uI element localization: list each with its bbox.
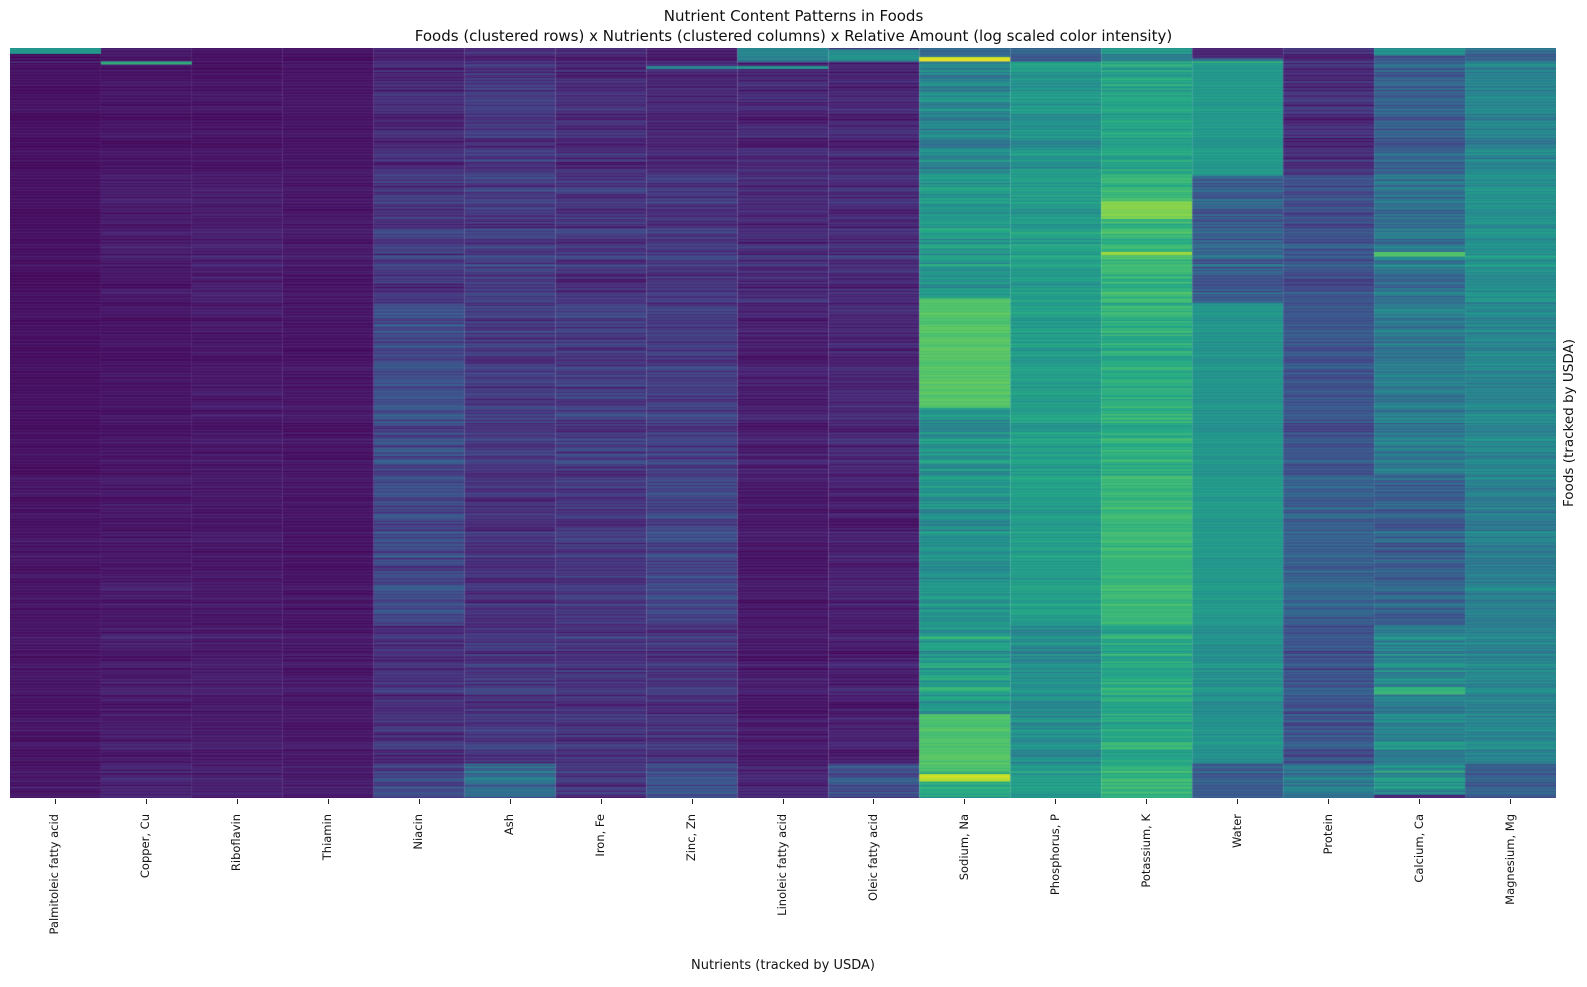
x-tick-label: Magnesium, Mg [1502, 814, 1517, 905]
x-tick-mark [1055, 799, 1057, 804]
chart-subtitle: Foods (clustered rows) x Nutrients (clus… [414, 27, 1173, 45]
x-tick-mark [782, 799, 784, 804]
x-tick-mark [145, 799, 147, 804]
x-tick-label: Niacin [411, 814, 426, 850]
y-axis-label-wrap: Foods (tracked by USDA) [1556, 48, 1582, 798]
x-tick-mark [691, 799, 693, 804]
x-tick-mark [1146, 799, 1148, 804]
x-tick-label: Riboflavin [229, 814, 244, 872]
x-tick-mark [873, 799, 875, 804]
x-tick-mark [964, 799, 966, 804]
x-tick-label: Potassium, K [1138, 814, 1153, 888]
x-tick-label: Phosphorus, P [1047, 814, 1062, 896]
x-tick-label: Ash [502, 814, 517, 836]
x-tick-label: Copper, Cu [138, 814, 153, 879]
x-tick-mark [418, 799, 420, 804]
x-tick-label: Water [1229, 814, 1244, 848]
y-axis-label: Foods (tracked by USDA) [1561, 339, 1577, 507]
x-tick-label: Sodium, Na [956, 814, 971, 881]
x-tick-label: Protein [1320, 814, 1335, 855]
x-tick-mark [509, 799, 511, 804]
x-tick-mark [600, 799, 602, 804]
x-tick-label: Calcium, Ca [1411, 814, 1426, 883]
x-axis-label: Nutrients (tracked by USDA) [691, 958, 875, 973]
x-tick-label: Iron, Fe [593, 814, 608, 857]
x-tick-mark [327, 799, 329, 804]
x-tick-mark [54, 799, 56, 804]
x-tick-mark [1328, 799, 1330, 804]
x-tick-label: Zinc, Zn [684, 814, 699, 862]
x-tick-label: Palmitoleic fatty acid [47, 814, 62, 935]
x-tick-mark [1419, 799, 1421, 804]
x-tick-mark [1237, 799, 1239, 804]
x-tick-mark [236, 799, 238, 804]
x-tick-label: Oleic fatty acid [865, 814, 880, 901]
chart-title: Nutrient Content Patterns in Foods [663, 7, 924, 25]
x-tick-label: Thiamin [320, 814, 335, 861]
heatmap-canvas [10, 48, 1556, 798]
x-tick-mark [1510, 799, 1512, 804]
x-tick-label: Linoleic fatty acid [775, 814, 789, 916]
